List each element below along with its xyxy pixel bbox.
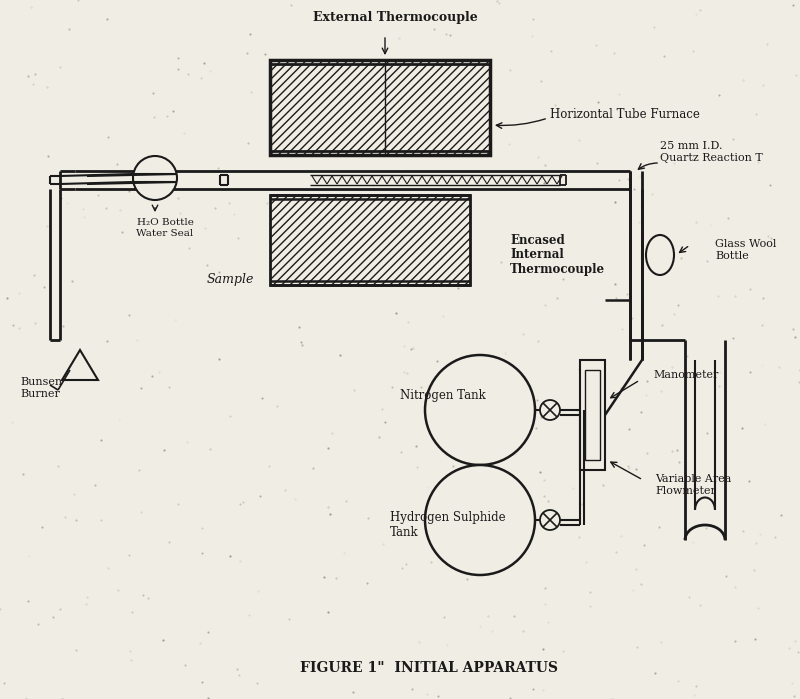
Bar [580, 360, 605, 470]
Circle shape [540, 400, 560, 420]
Circle shape [133, 156, 177, 200]
Bar [270, 60, 490, 155]
Text: Encased
Internal
Thermocouple: Encased Internal Thermocouple [510, 233, 605, 277]
Circle shape [425, 465, 535, 575]
Text: Variable Area
Flowmeter: Variable Area Flowmeter [655, 474, 731, 496]
Text: Bunsen
Burner: Bunsen Burner [20, 377, 62, 399]
Circle shape [540, 510, 560, 530]
Ellipse shape [646, 235, 674, 275]
Text: H₂O Bottle
Water Seal: H₂O Bottle Water Seal [136, 218, 194, 238]
Circle shape [425, 355, 535, 465]
Text: Manometer: Manometer [653, 370, 718, 380]
Text: 25 mm I.D.
Quartz Reaction T: 25 mm I.D. Quartz Reaction T [660, 141, 762, 163]
Text: FIGURE 1"  INITIAL APPARATUS: FIGURE 1" INITIAL APPARATUS [300, 661, 558, 675]
Text: Hydrogen Sulphide
Tank: Hydrogen Sulphide Tank [390, 511, 506, 539]
Text: Horizontal Tube Furnace: Horizontal Tube Furnace [550, 108, 700, 122]
Text: Nitrogen Tank: Nitrogen Tank [400, 389, 486, 401]
Bar [270, 195, 470, 285]
Bar [585, 370, 600, 460]
Text: External Thermocouple: External Thermocouple [313, 11, 478, 24]
Text: Glass Wool
Bottle: Glass Wool Bottle [715, 239, 776, 261]
Text: Sample: Sample [206, 273, 254, 287]
